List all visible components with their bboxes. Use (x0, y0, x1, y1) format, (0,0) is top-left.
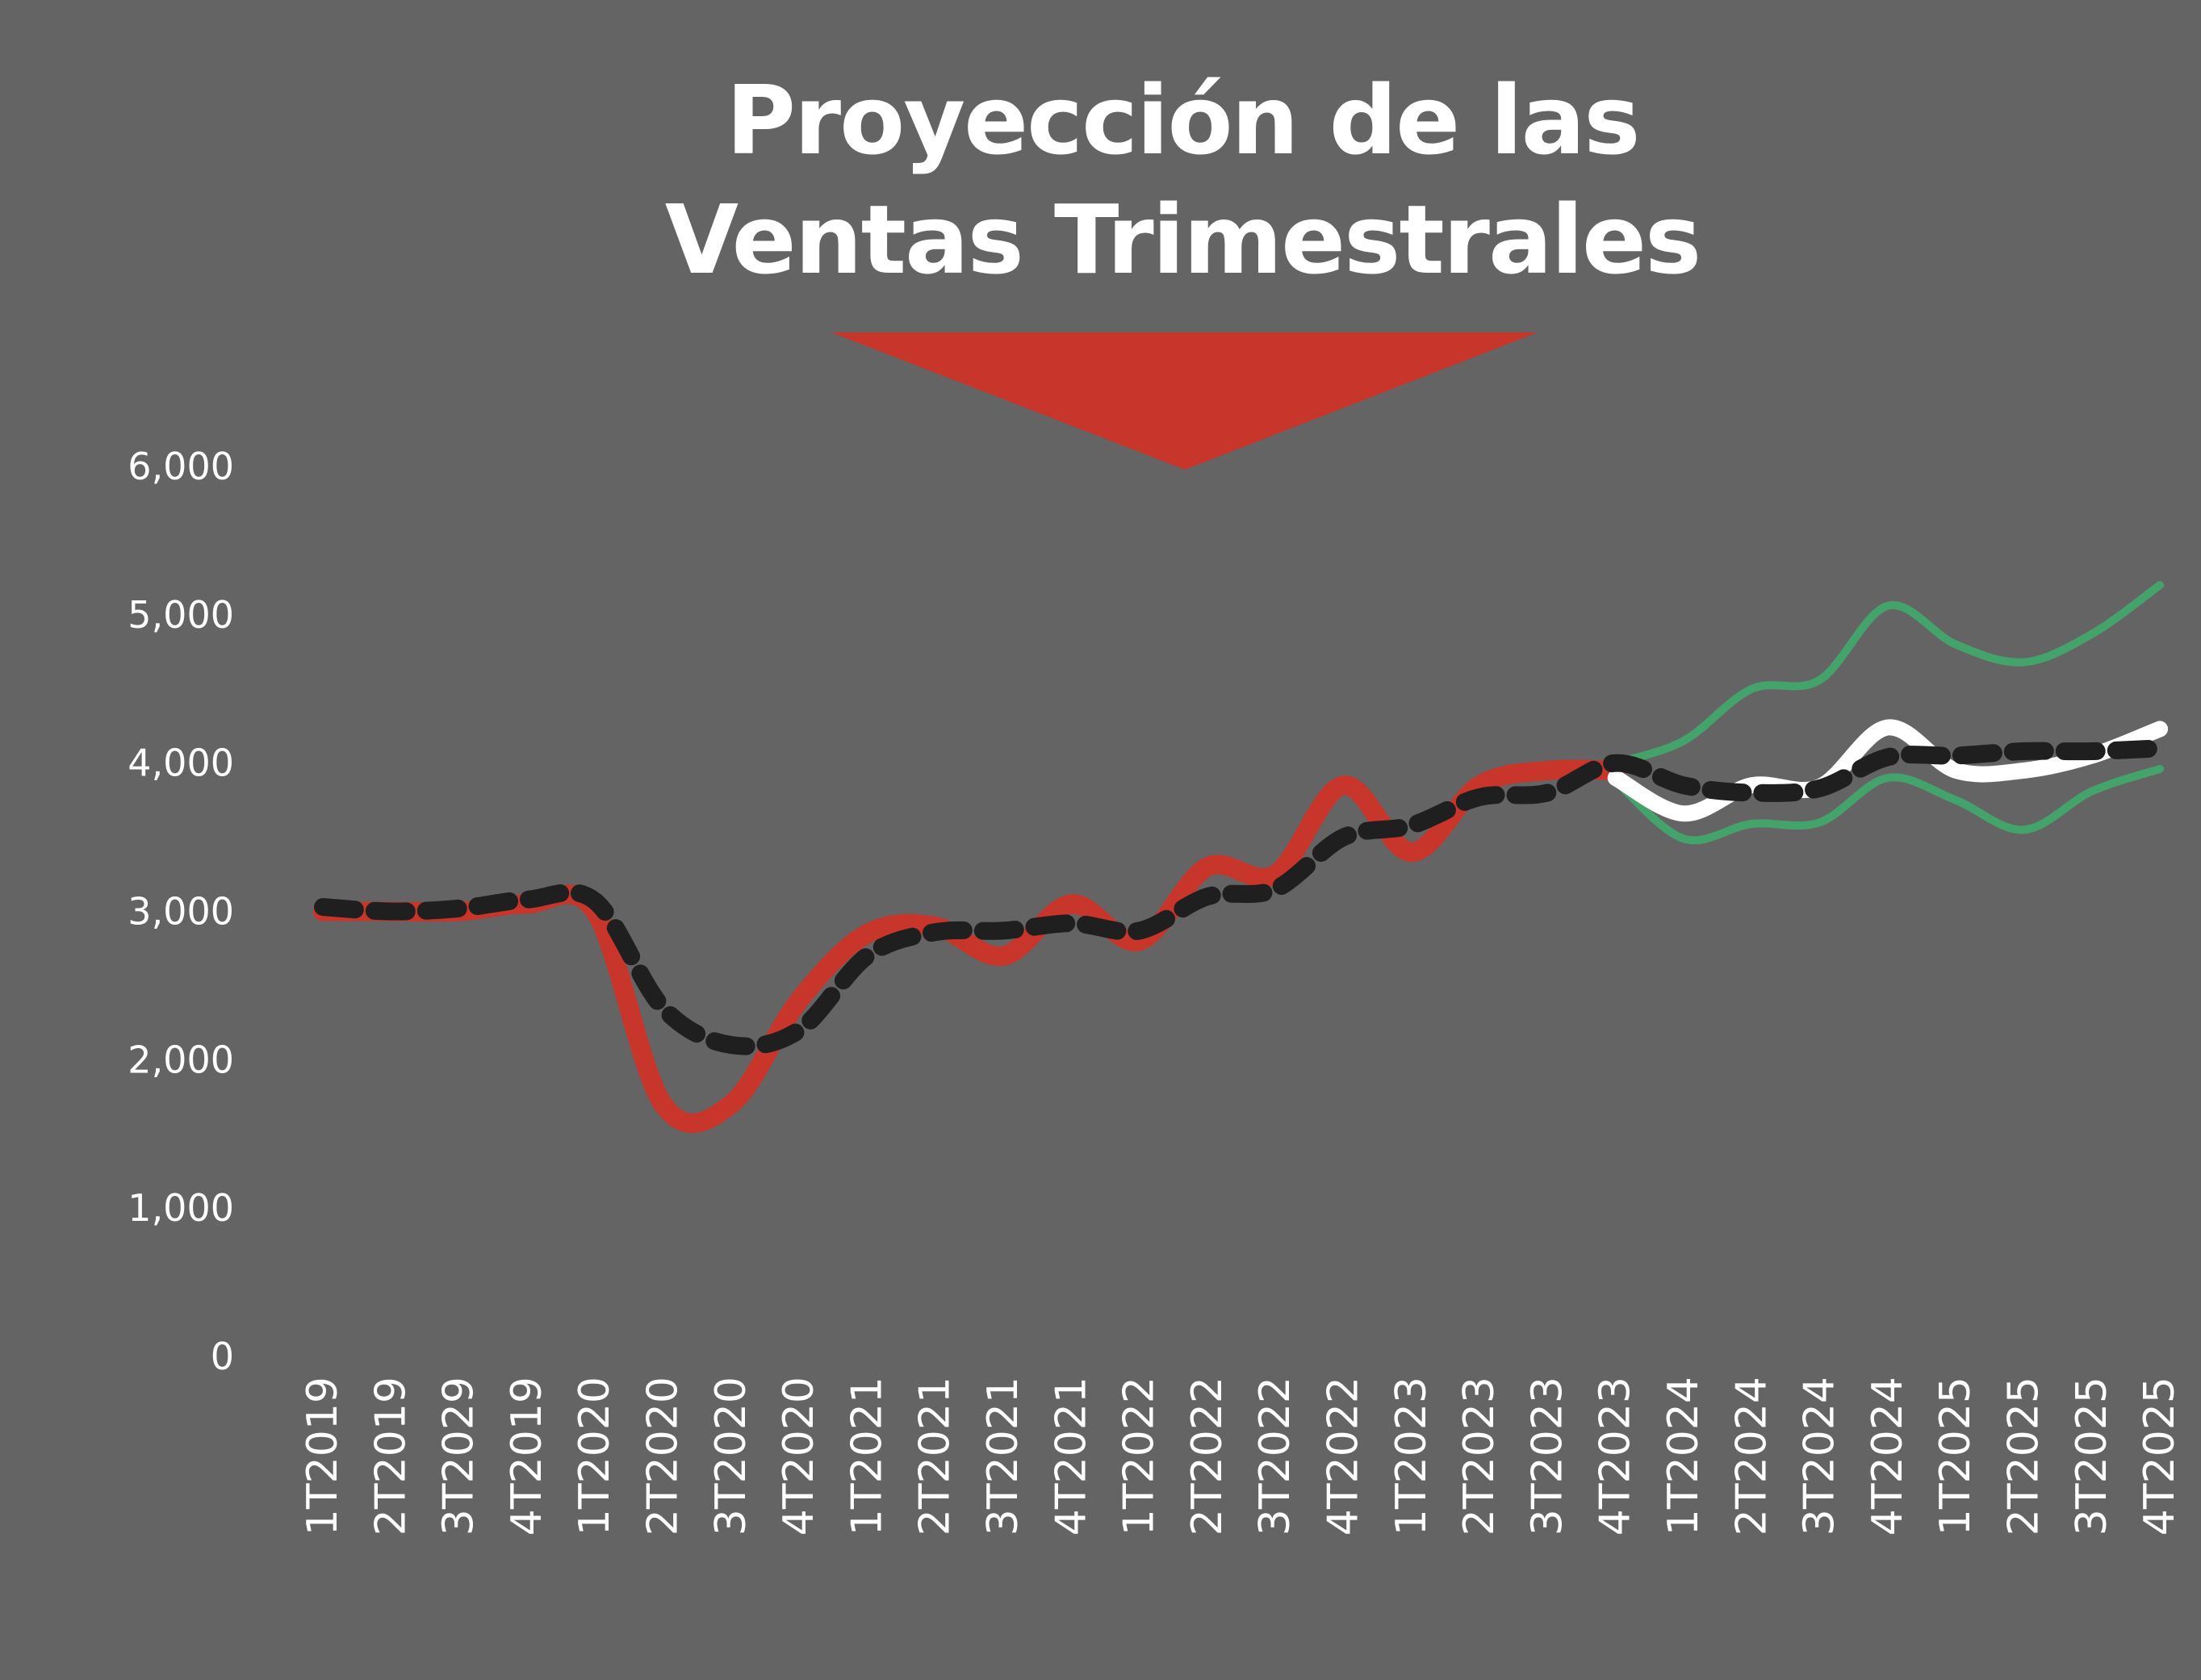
y-axis: 0 1,000 2,000 3,000 4,000 5,000 6,000 (128, 445, 234, 1378)
x-tick-label: 3T2025 (2068, 1377, 2116, 1536)
x-tick-label: 3T2020 (707, 1377, 755, 1536)
y-tick-label: 0 (211, 1335, 234, 1378)
x-tick-label: 4T2024 (1864, 1377, 1912, 1536)
x-tick-label: 2T2023 (1455, 1377, 1504, 1536)
x-tick-label: 4T2025 (2136, 1377, 2184, 1536)
title-down-arrow-icon (831, 332, 1538, 470)
x-tick-label: 3T2023 (1523, 1377, 1571, 1536)
x-tick-label: 2T2024 (1727, 1377, 1776, 1536)
x-tick-label: 4T2019 (503, 1377, 551, 1536)
x-tick-label: 3T2022 (1251, 1377, 1299, 1536)
x-tick-label: 1T2025 (1931, 1377, 1980, 1536)
x-tick-label: 2T2022 (1183, 1377, 1232, 1536)
x-tick-label: 1T2022 (1115, 1377, 1164, 1536)
y-tick-label: 3,000 (128, 890, 234, 934)
series-line-solid-white (1607, 719, 2169, 822)
chart-title-line-2: Ventas Trimestrales (664, 184, 1702, 295)
x-tick-label: 1T2024 (1659, 1377, 1708, 1536)
x-tick-label: 2T2021 (911, 1377, 960, 1536)
x-tick-label: 4T2023 (1592, 1377, 1640, 1536)
x-tick-label: 1T2023 (1387, 1377, 1436, 1536)
x-tick-label: 1T2021 (843, 1377, 891, 1536)
x-tick-label: 2T2020 (639, 1377, 688, 1536)
x-tick-label: 2T2019 (366, 1377, 415, 1536)
y-tick-label: 2,000 (128, 1038, 234, 1081)
chart-title-line-1: Proyección de las (726, 65, 1640, 176)
y-tick-label: 1,000 (128, 1186, 234, 1230)
y-tick-label: 5,000 (128, 593, 234, 637)
y-tick-label: 6,000 (128, 445, 234, 488)
x-tick-label: 4T2021 (1047, 1377, 1095, 1536)
x-tick-label: 1T2020 (571, 1377, 619, 1536)
x-tick-label: 4T2020 (775, 1377, 823, 1536)
series-layer (313, 581, 2170, 1133)
series-line-dashed-black (314, 739, 2170, 1055)
x-tick-label: 2T2025 (2000, 1377, 2048, 1536)
x-tick-label: 3T2024 (1796, 1377, 1844, 1536)
series-line-thin-green-upper (1611, 581, 2165, 767)
x-axis: 1T2019 2T2019 3T2029 4T2019 1T2020 2T2020 3T20… (299, 1377, 2184, 1536)
x-tick-label: 3T2021 (979, 1377, 1027, 1536)
x-tick-label: 3T2029 (435, 1377, 483, 1536)
y-tick-label: 4,000 (128, 742, 234, 785)
x-tick-label: 1T2019 (299, 1377, 347, 1536)
x-tick-label: 4T2022 (1320, 1377, 1368, 1536)
series-line-thin-green-lower (1611, 765, 2165, 845)
